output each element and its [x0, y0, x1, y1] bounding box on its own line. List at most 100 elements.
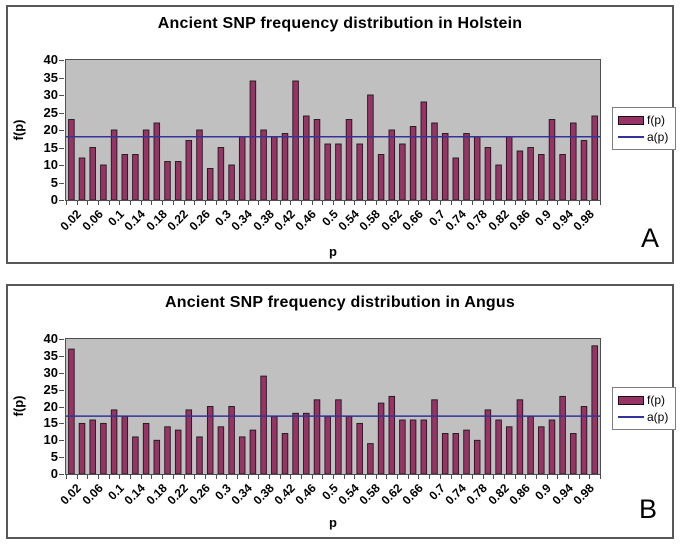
bar [249, 80, 257, 200]
x-tick-label: 0.82 [484, 207, 512, 234]
bar [559, 154, 566, 200]
bar [324, 143, 331, 200]
bar [495, 419, 502, 474]
x-tick-mark [439, 475, 441, 479]
bar [89, 147, 96, 200]
bar [409, 126, 417, 200]
bar [174, 429, 182, 474]
bar [409, 419, 417, 474]
bar [196, 436, 203, 474]
x-tick-mark [236, 475, 238, 479]
bar [441, 133, 449, 200]
x-tick-mark [162, 475, 164, 479]
x-tick-label: 0.74 [442, 207, 469, 234]
bar [260, 375, 267, 474]
bar [142, 422, 150, 474]
bar [121, 154, 129, 200]
legend-entry-ap: a(p) [618, 131, 672, 143]
chart-title: Ancient SNP frequency distribution in An… [165, 294, 515, 311]
x-tick-mark [461, 475, 463, 479]
x-tick-mark [194, 475, 196, 479]
bar [249, 429, 257, 474]
x-tick-mark [589, 201, 591, 205]
bar [441, 433, 449, 474]
x-tick-mark [108, 201, 110, 205]
bar [292, 412, 299, 474]
bar [228, 164, 235, 200]
x-tick-mark [375, 475, 377, 479]
bar [164, 426, 171, 474]
x-tick-label: 0.74 [442, 481, 469, 508]
x-tick-mark [322, 201, 324, 205]
bar [110, 409, 118, 474]
bar [367, 94, 374, 200]
x-tick-label: 0.1 [105, 207, 127, 229]
y-tick-label: 0 [50, 466, 58, 481]
x-tick-mark [66, 201, 67, 205]
x-tick-label: 0.7 [425, 481, 448, 503]
x-tick-mark [600, 475, 601, 479]
bar [452, 433, 460, 474]
x-tick-label: 0.66 [399, 481, 426, 508]
x-tick-mark [557, 201, 559, 205]
bar [388, 129, 396, 200]
x-tick-label: 0.14 [121, 207, 149, 234]
x-tick-mark [471, 201, 473, 205]
bar [538, 426, 545, 474]
bar [238, 436, 246, 474]
bar [580, 140, 588, 200]
y-tick-mark [59, 423, 64, 424]
y-tick-label: 10 [43, 157, 58, 172]
x-tick-mark [183, 475, 185, 479]
x-tick-label: 0.86 [506, 481, 533, 508]
x-tick-mark [130, 201, 132, 205]
bar [570, 433, 577, 474]
legend: f(p) a(p) [612, 107, 676, 150]
x-tick-mark [140, 475, 142, 479]
x-tick-mark [461, 201, 463, 205]
x-tick-mark [450, 475, 452, 479]
panel-letter: A [640, 223, 659, 253]
x-tick-label: 0.06 [79, 207, 106, 234]
legend-label: f(p) [647, 113, 665, 127]
x-tick-label: 0.1 [105, 481, 127, 503]
x-tick-label: 0.14 [121, 481, 149, 508]
x-tick-label: 0.3 [212, 481, 234, 503]
x-tick-mark [471, 475, 473, 479]
y-tick-label: 35 [43, 348, 58, 363]
x-tick-label: 0.22 [164, 207, 191, 234]
bar [399, 419, 406, 474]
x-tick-mark [578, 475, 580, 479]
legend-entry-ap: a(p) [618, 411, 672, 423]
x-tick-mark [386, 201, 388, 205]
y-tick-mark [59, 200, 64, 201]
bar [463, 429, 470, 474]
x-tick-mark [204, 475, 206, 479]
x-tick-mark [493, 201, 495, 205]
legend-entry-fp: f(p) [618, 114, 672, 126]
y-axis-title: f(p) [11, 119, 26, 141]
bar [217, 426, 225, 474]
y-tick-label: 5 [50, 449, 58, 464]
bar [345, 416, 353, 474]
x-tick-mark [258, 201, 260, 205]
x-tick-mark [514, 201, 516, 205]
x-tick-mark [589, 475, 591, 479]
x-tick-mark [279, 201, 281, 205]
bar [89, 419, 96, 474]
x-tick-label: 0.98 [570, 207, 597, 234]
bar [580, 406, 588, 474]
y-tick-mark [59, 356, 64, 357]
x-tick-mark [226, 475, 228, 479]
x-tick-mark [151, 475, 153, 479]
x-tick-mark [236, 201, 238, 205]
y-tick-mark [59, 457, 64, 458]
x-tick-mark [525, 201, 527, 205]
x-tick-mark [418, 475, 420, 479]
x-tick-mark [258, 475, 260, 479]
x-tick-mark [226, 201, 228, 205]
bar [110, 129, 118, 200]
x-tick-mark [87, 475, 89, 479]
bar [570, 122, 577, 200]
x-tick-label: 0.46 [292, 207, 320, 234]
